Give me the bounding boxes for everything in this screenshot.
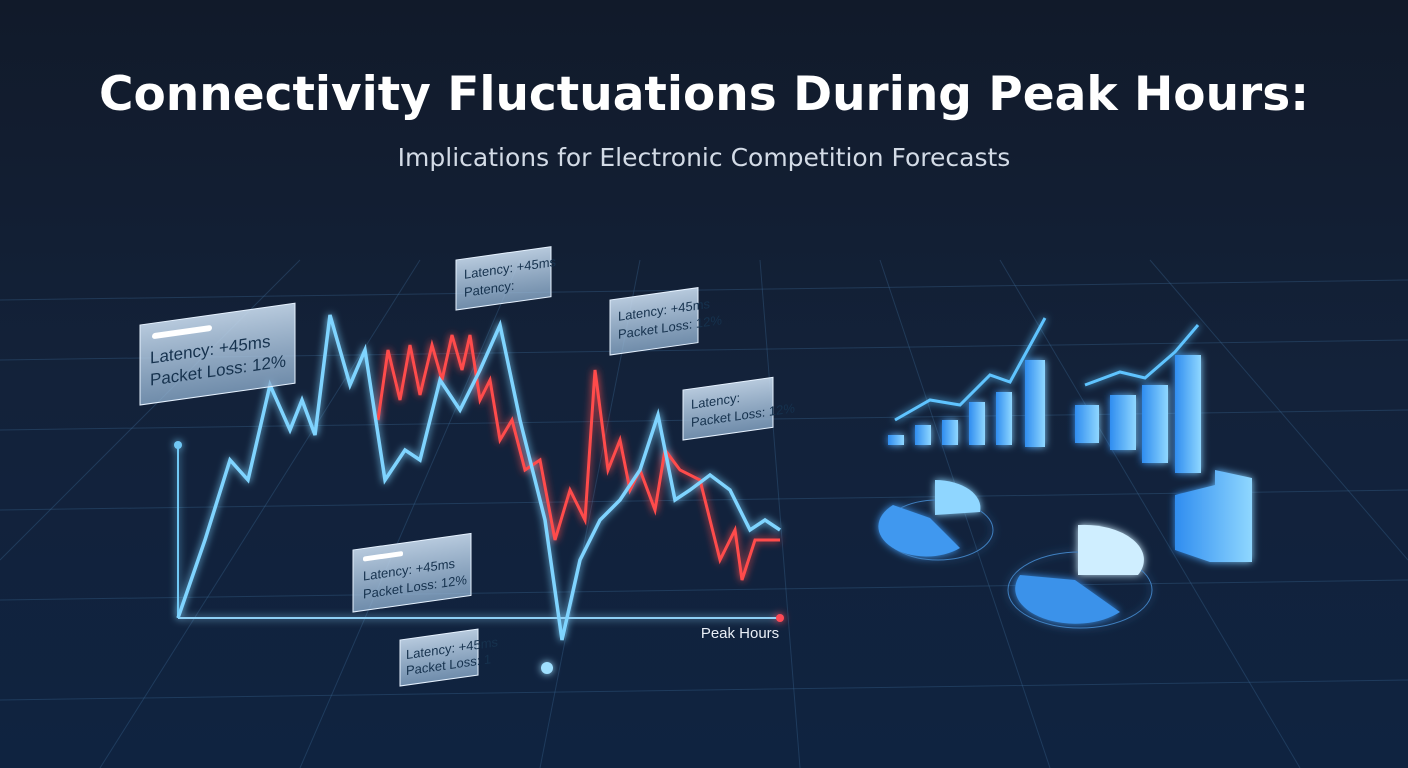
bar-icon (1175, 355, 1201, 473)
axis-label: Peak Hours (701, 625, 779, 642)
pie-icons (878, 479, 1153, 629)
block-icon (1175, 470, 1252, 562)
pie-slice (1078, 524, 1144, 575)
pie-slice (878, 505, 960, 557)
callout-text: Patency: (464, 278, 515, 300)
peak-line (376, 334, 780, 581)
callout: Latency: +45ms Packet Loss: 1 (399, 628, 498, 687)
bar-icon (915, 425, 931, 445)
bar-icon (1025, 360, 1045, 447)
bar-icon (1110, 395, 1136, 450)
callout-box (352, 532, 472, 613)
callout-box (609, 287, 699, 356)
callout-box (455, 246, 552, 311)
connectivity-line (176, 314, 781, 641)
callout-bar (363, 551, 403, 562)
axis-dot (776, 614, 784, 622)
callout-box (399, 628, 479, 687)
callout: Latency: +45ms Packet Loss: 12% (139, 302, 296, 406)
trend-arrow (894, 317, 1047, 422)
callout: Latency: +45ms Packet Loss: 12% (352, 532, 472, 613)
subtitle: Implications for Electronic Competition … (398, 143, 1011, 172)
bar-icon (1075, 405, 1099, 443)
callout-bar (152, 325, 212, 339)
callout-box (139, 302, 296, 406)
title: Connectivity Fluctuations During Peak Ho… (99, 67, 1309, 122)
pie-slice (1015, 575, 1120, 624)
callout-box (682, 376, 774, 441)
bar-icon (888, 435, 904, 445)
pie-slice (935, 479, 981, 515)
bar-icon (996, 392, 1012, 445)
axis-dot (174, 441, 182, 449)
callout: Latency: +45ms Packet Loss: 12% (609, 287, 722, 356)
callout-text: Latency: (691, 390, 740, 412)
line-chart (174, 314, 784, 674)
trend-arrow (1084, 324, 1200, 387)
callout: Latency: +45ms Patency: (455, 246, 556, 311)
glow-dot (541, 662, 553, 674)
bar-icon (942, 420, 958, 445)
bar-icon (969, 402, 985, 445)
bar-icon (1142, 385, 1168, 463)
bar-icons (888, 317, 1252, 562)
